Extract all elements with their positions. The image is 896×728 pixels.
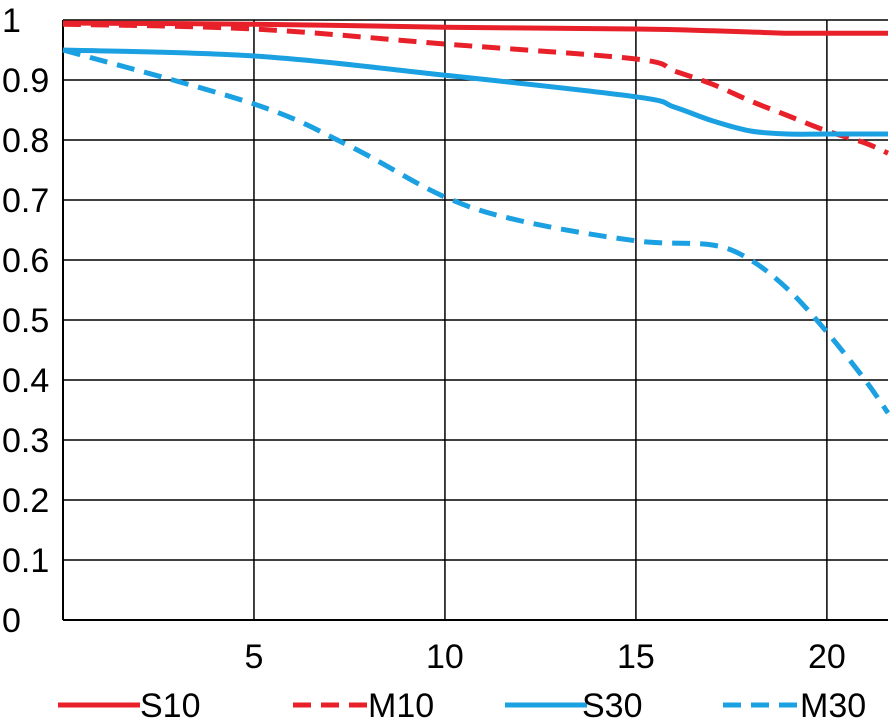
y-tick-label: 0.7 <box>2 182 49 220</box>
legend: S10 M10 S30 M30 <box>58 687 866 725</box>
legend-label-s10: S10 <box>140 687 201 725</box>
y-tick-label: 1 <box>2 2 21 40</box>
y-tick-label: 0.8 <box>2 122 49 160</box>
y-tick-label: 0.9 <box>2 62 49 100</box>
x-tick-label: 20 <box>808 638 846 676</box>
legend-label-m10: M10 <box>368 687 434 725</box>
series-line-s10 <box>62 20 888 36</box>
y-tick-label: 0.1 <box>2 542 49 580</box>
y-tick-label: 0.4 <box>2 362 49 400</box>
y-tick-label: 0.6 <box>2 242 49 280</box>
x-tick-label: 5 <box>245 638 264 676</box>
x-tick-label: 15 <box>617 638 655 676</box>
legend-label-s30: S30 <box>582 687 643 725</box>
x-tick-label: 10 <box>426 638 464 676</box>
legend-label-m30: M30 <box>800 687 866 725</box>
y-tick-label: 0.5 <box>2 302 49 340</box>
series-line-m30 <box>62 47 891 415</box>
y-tick-label: 0 <box>2 602 21 640</box>
y-tick-label: 0.2 <box>2 482 49 520</box>
series-line-m10 <box>62 21 890 156</box>
grid <box>62 19 888 621</box>
x-axis-ticks: 5 10 15 20 <box>245 638 846 676</box>
y-axis-ticks: 0 0.1 0.2 0.3 0.4 0.5 0.6 0.7 0.8 0.9 1 <box>2 2 49 640</box>
series-lines <box>62 20 891 415</box>
y-tick-label: 0.3 <box>2 422 49 460</box>
series-line-s30 <box>62 47 888 137</box>
